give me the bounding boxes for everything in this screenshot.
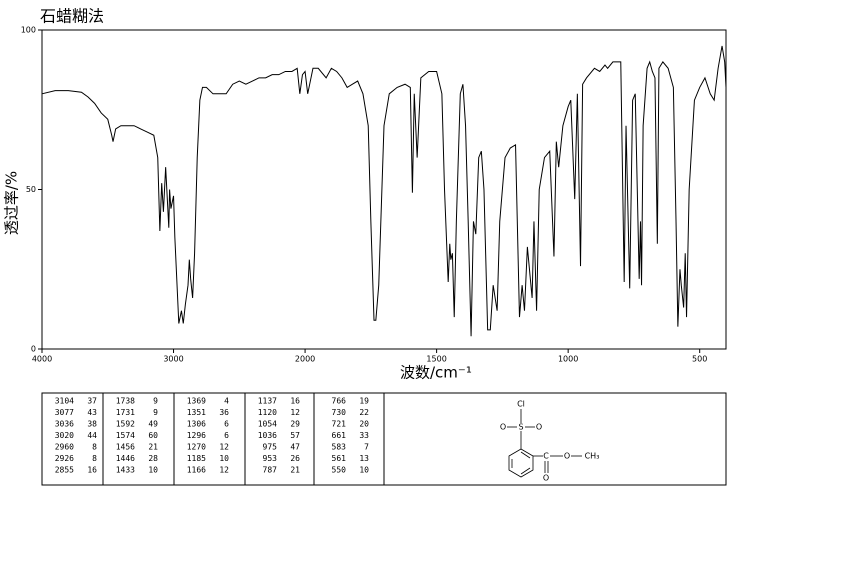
peak-wavenumber: 1351: [187, 408, 206, 417]
peak-transmittance: 9: [153, 408, 158, 417]
peak-wavenumber: 1574: [116, 431, 135, 440]
peak-wavenumber: 1185: [187, 454, 206, 463]
peak-transmittance: 7: [364, 443, 369, 452]
peak-wavenumber: 3104: [55, 397, 74, 406]
peak-wavenumber: 561: [332, 454, 347, 463]
peak-transmittance: 37: [87, 397, 97, 406]
peak-transmittance: 21: [290, 466, 300, 475]
x-tick-label: 2000: [295, 355, 315, 364]
atom-label: S: [518, 423, 523, 432]
peak-transmittance: 43: [87, 408, 97, 417]
peak-transmittance: 22: [359, 408, 369, 417]
peak-wavenumber: 3036: [55, 420, 74, 429]
chart-title: 石蜡糊法: [40, 7, 104, 26]
peak-transmittance: 10: [148, 466, 158, 475]
x-tick-label: 4000: [32, 355, 52, 364]
peak-wavenumber: 3077: [55, 408, 74, 417]
peak-wavenumber: 1137: [258, 397, 277, 406]
peak-transmittance: 16: [87, 466, 97, 475]
peak-transmittance: 4: [224, 397, 229, 406]
peak-wavenumber: 550: [332, 466, 347, 475]
peak-wavenumber: 1456: [116, 443, 135, 452]
peak-transmittance: 8: [92, 454, 97, 463]
bond: [520, 467, 531, 475]
peak-wavenumber: 1738: [116, 397, 135, 406]
benzene-ring: [508, 448, 534, 478]
peak-wavenumber: 1054: [258, 420, 277, 429]
peak-transmittance: 38: [87, 420, 97, 429]
peak-wavenumber: 2926: [55, 454, 74, 463]
peak-wavenumber: 2960: [55, 443, 74, 452]
peak-transmittance: 12: [219, 466, 229, 475]
peak-wavenumber: 721: [332, 420, 347, 429]
peak-transmittance: 19: [359, 397, 369, 406]
atom-label: O: [543, 474, 549, 483]
peak-transmittance: 12: [290, 408, 300, 417]
peak-wavenumber: 953: [263, 454, 278, 463]
peak-wavenumber: 1296: [187, 431, 206, 440]
peak-transmittance: 6: [224, 420, 229, 429]
y-axis-label: 透过率/%: [3, 171, 21, 235]
peak-wavenumber: 1036: [258, 431, 277, 440]
peak-transmittance: 10: [219, 454, 229, 463]
structure-bonds: [507, 409, 582, 478]
peak-transmittance: 12: [219, 443, 229, 452]
atom-label: O: [500, 423, 506, 432]
peak-wavenumber: 730: [332, 408, 347, 417]
bond: [520, 451, 531, 459]
x-tick-label: 3000: [163, 355, 183, 364]
peak-transmittance: 33: [359, 431, 369, 440]
plot-frame: [41, 29, 727, 350]
peak-wavenumber: 583: [332, 443, 347, 452]
y-tick-label: 100: [21, 26, 36, 35]
atom-label: O: [536, 423, 542, 432]
peak-transmittance: 10: [359, 466, 369, 475]
peak-transmittance: 13: [359, 454, 369, 463]
peak-wavenumber: 1166: [187, 466, 206, 475]
peak-wavenumber: 766: [332, 397, 347, 406]
peak-transmittance: 57: [290, 431, 300, 440]
peak-transmittance: 16: [290, 397, 300, 406]
peak-transmittance: 20: [359, 420, 369, 429]
peak-wavenumber: 1270: [187, 443, 206, 452]
x-tick-label: 500: [692, 355, 707, 364]
peak-wavenumber: 1306: [187, 420, 206, 429]
peak-wavenumber: 1369: [187, 397, 206, 406]
peak-transmittance: 21: [148, 443, 158, 452]
peak-wavenumber: 1120: [258, 408, 277, 417]
spectrum-line: [41, 45, 727, 337]
peak-transmittance: 36: [219, 408, 229, 417]
atom-label: C: [543, 452, 549, 461]
atom-label: O: [564, 452, 570, 461]
peak-wavenumber: 1433: [116, 466, 135, 475]
y-tick-label: 0: [31, 345, 36, 354]
peak-transmittance: 49: [148, 420, 158, 429]
x-tick-label: 1000: [558, 355, 578, 364]
x-axis-label: 波数/cm⁻¹: [400, 364, 472, 382]
peak-transmittance: 47: [290, 443, 300, 452]
peak-wavenumber: 975: [263, 443, 278, 452]
atom-label: Cl: [517, 400, 525, 409]
peak-transmittance: 29: [290, 420, 300, 429]
peak-transmittance: 8: [92, 443, 97, 452]
peak-wavenumber: 2855: [55, 466, 74, 475]
peak-wavenumber: 787: [263, 466, 278, 475]
x-tick-label: 1500: [426, 355, 446, 364]
y-tick-label: 50: [26, 185, 36, 194]
peak-wavenumber: 1446: [116, 454, 135, 463]
table-dividers: [102, 393, 385, 485]
peak-wavenumber: 3020: [55, 431, 74, 440]
peak-transmittance: 6: [224, 431, 229, 440]
peak-transmittance: 9: [153, 397, 158, 406]
peak-transmittance: 44: [87, 431, 97, 440]
peak-wavenumber: 1731: [116, 408, 135, 417]
atom-label: CH₃: [585, 452, 600, 461]
peak-transmittance: 26: [290, 454, 300, 463]
peak-transmittance: 60: [148, 431, 158, 440]
peak-wavenumber: 661: [332, 431, 347, 440]
peak-transmittance: 28: [148, 454, 158, 463]
peak-wavenumber: 1592: [116, 420, 135, 429]
